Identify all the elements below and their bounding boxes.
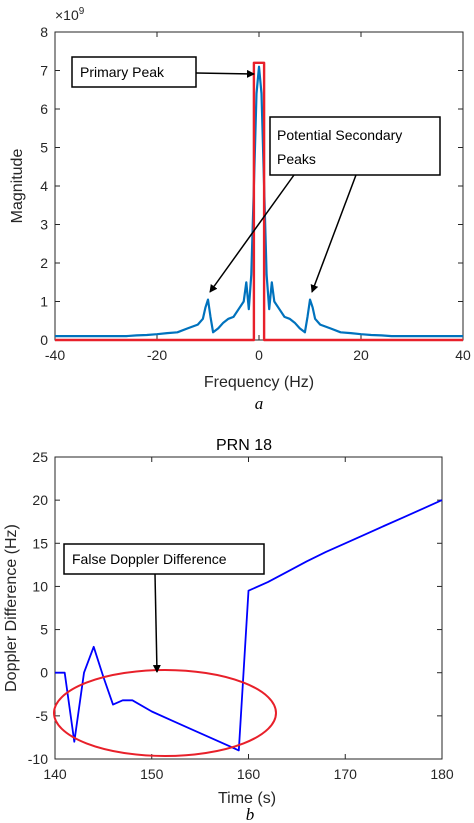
chart-b: PRN 18 -10 -5 0 5 10 15 20 25 140 150 160 170 180 F…	[3, 437, 454, 823]
x-tick-label: 180	[430, 766, 454, 782]
y-tick-label: 25	[32, 449, 48, 465]
x-tick-label: -40	[45, 347, 65, 363]
y-tick-label: 20	[32, 492, 48, 508]
caption-a: a	[255, 394, 264, 413]
y-tick-label: 0	[40, 665, 48, 681]
y-axis-label-a: Magnitude	[9, 149, 26, 224]
chart-title-b: PRN 18	[216, 437, 272, 454]
y-tick-label: -10	[28, 751, 48, 767]
y-tick-label: 1	[40, 294, 48, 310]
series-b	[55, 499, 443, 752]
window-line	[55, 61, 463, 342]
false-doppler-label: False Doppler Difference	[72, 551, 227, 567]
false-doppler-ellipse	[53, 669, 277, 757]
plot-area-b	[54, 456, 443, 760]
y-tick-label: 4	[40, 178, 48, 194]
primary-peak-box	[71, 56, 197, 88]
y-exponent-label: ×109	[55, 6, 85, 23]
x-tick-label: 0	[255, 347, 263, 363]
series-a	[55, 61, 463, 342]
x-tick-label: 150	[140, 766, 164, 782]
secondary-peak-arrow-left	[209, 174, 295, 293]
doppler-difference-line	[55, 499, 443, 752]
x-tick-label: 20	[353, 347, 369, 363]
secondary-peaks-box	[269, 116, 441, 176]
y-tick-label: 0	[40, 332, 48, 348]
y-tick-label: 15	[32, 535, 48, 551]
y-tick-label: 3	[40, 217, 48, 233]
x-axis-label-b: Time (s)	[218, 790, 276, 807]
primary-peak-arrow	[195, 69, 255, 78]
spectrum-line	[55, 65, 463, 338]
chart-a: 0 1 2 3 4 5 6 7 8 -40 -20 0 20 40 ×109 Frequency (Hz…	[9, 6, 471, 413]
y-tick-label: 5	[40, 622, 48, 638]
secondary-peaks-label-line1: Potential Secondary	[277, 127, 402, 143]
y-tick-label: 8	[40, 24, 48, 40]
x-tick-label: -20	[147, 347, 167, 363]
y-tick-label: 2	[40, 255, 48, 271]
x-tick-label: 160	[237, 766, 261, 782]
y-tick-label: -5	[36, 708, 49, 724]
y-tick-label: 6	[40, 101, 48, 117]
x-tick-label: 170	[334, 766, 358, 782]
secondary-peaks-label-line2: Peaks	[277, 151, 316, 167]
x-ticks-b: 140 150 160 170 180	[43, 457, 454, 782]
x-axis-label-a: Frequency (Hz)	[204, 374, 314, 391]
y-axis-label-b: Doppler Difference (Hz)	[3, 524, 20, 692]
y-tick-label: 5	[40, 140, 48, 156]
false-doppler-arrow	[152, 573, 161, 673]
y-tick-label: 10	[32, 578, 48, 594]
x-tick-label: 140	[43, 766, 67, 782]
x-tick-label: 40	[455, 347, 471, 363]
y-ticks-b: -10 -5 0 5 10 15 20 25	[28, 449, 442, 767]
y-ticks-a: 0 1 2 3 4 5 6 7 8	[40, 24, 463, 348]
secondary-peak-arrow-right	[310, 174, 357, 293]
false-doppler-box	[63, 543, 265, 575]
caption-b: b	[246, 805, 255, 823]
y-tick-label: 7	[40, 63, 48, 79]
primary-peak-label: Primary Peak	[80, 64, 165, 80]
